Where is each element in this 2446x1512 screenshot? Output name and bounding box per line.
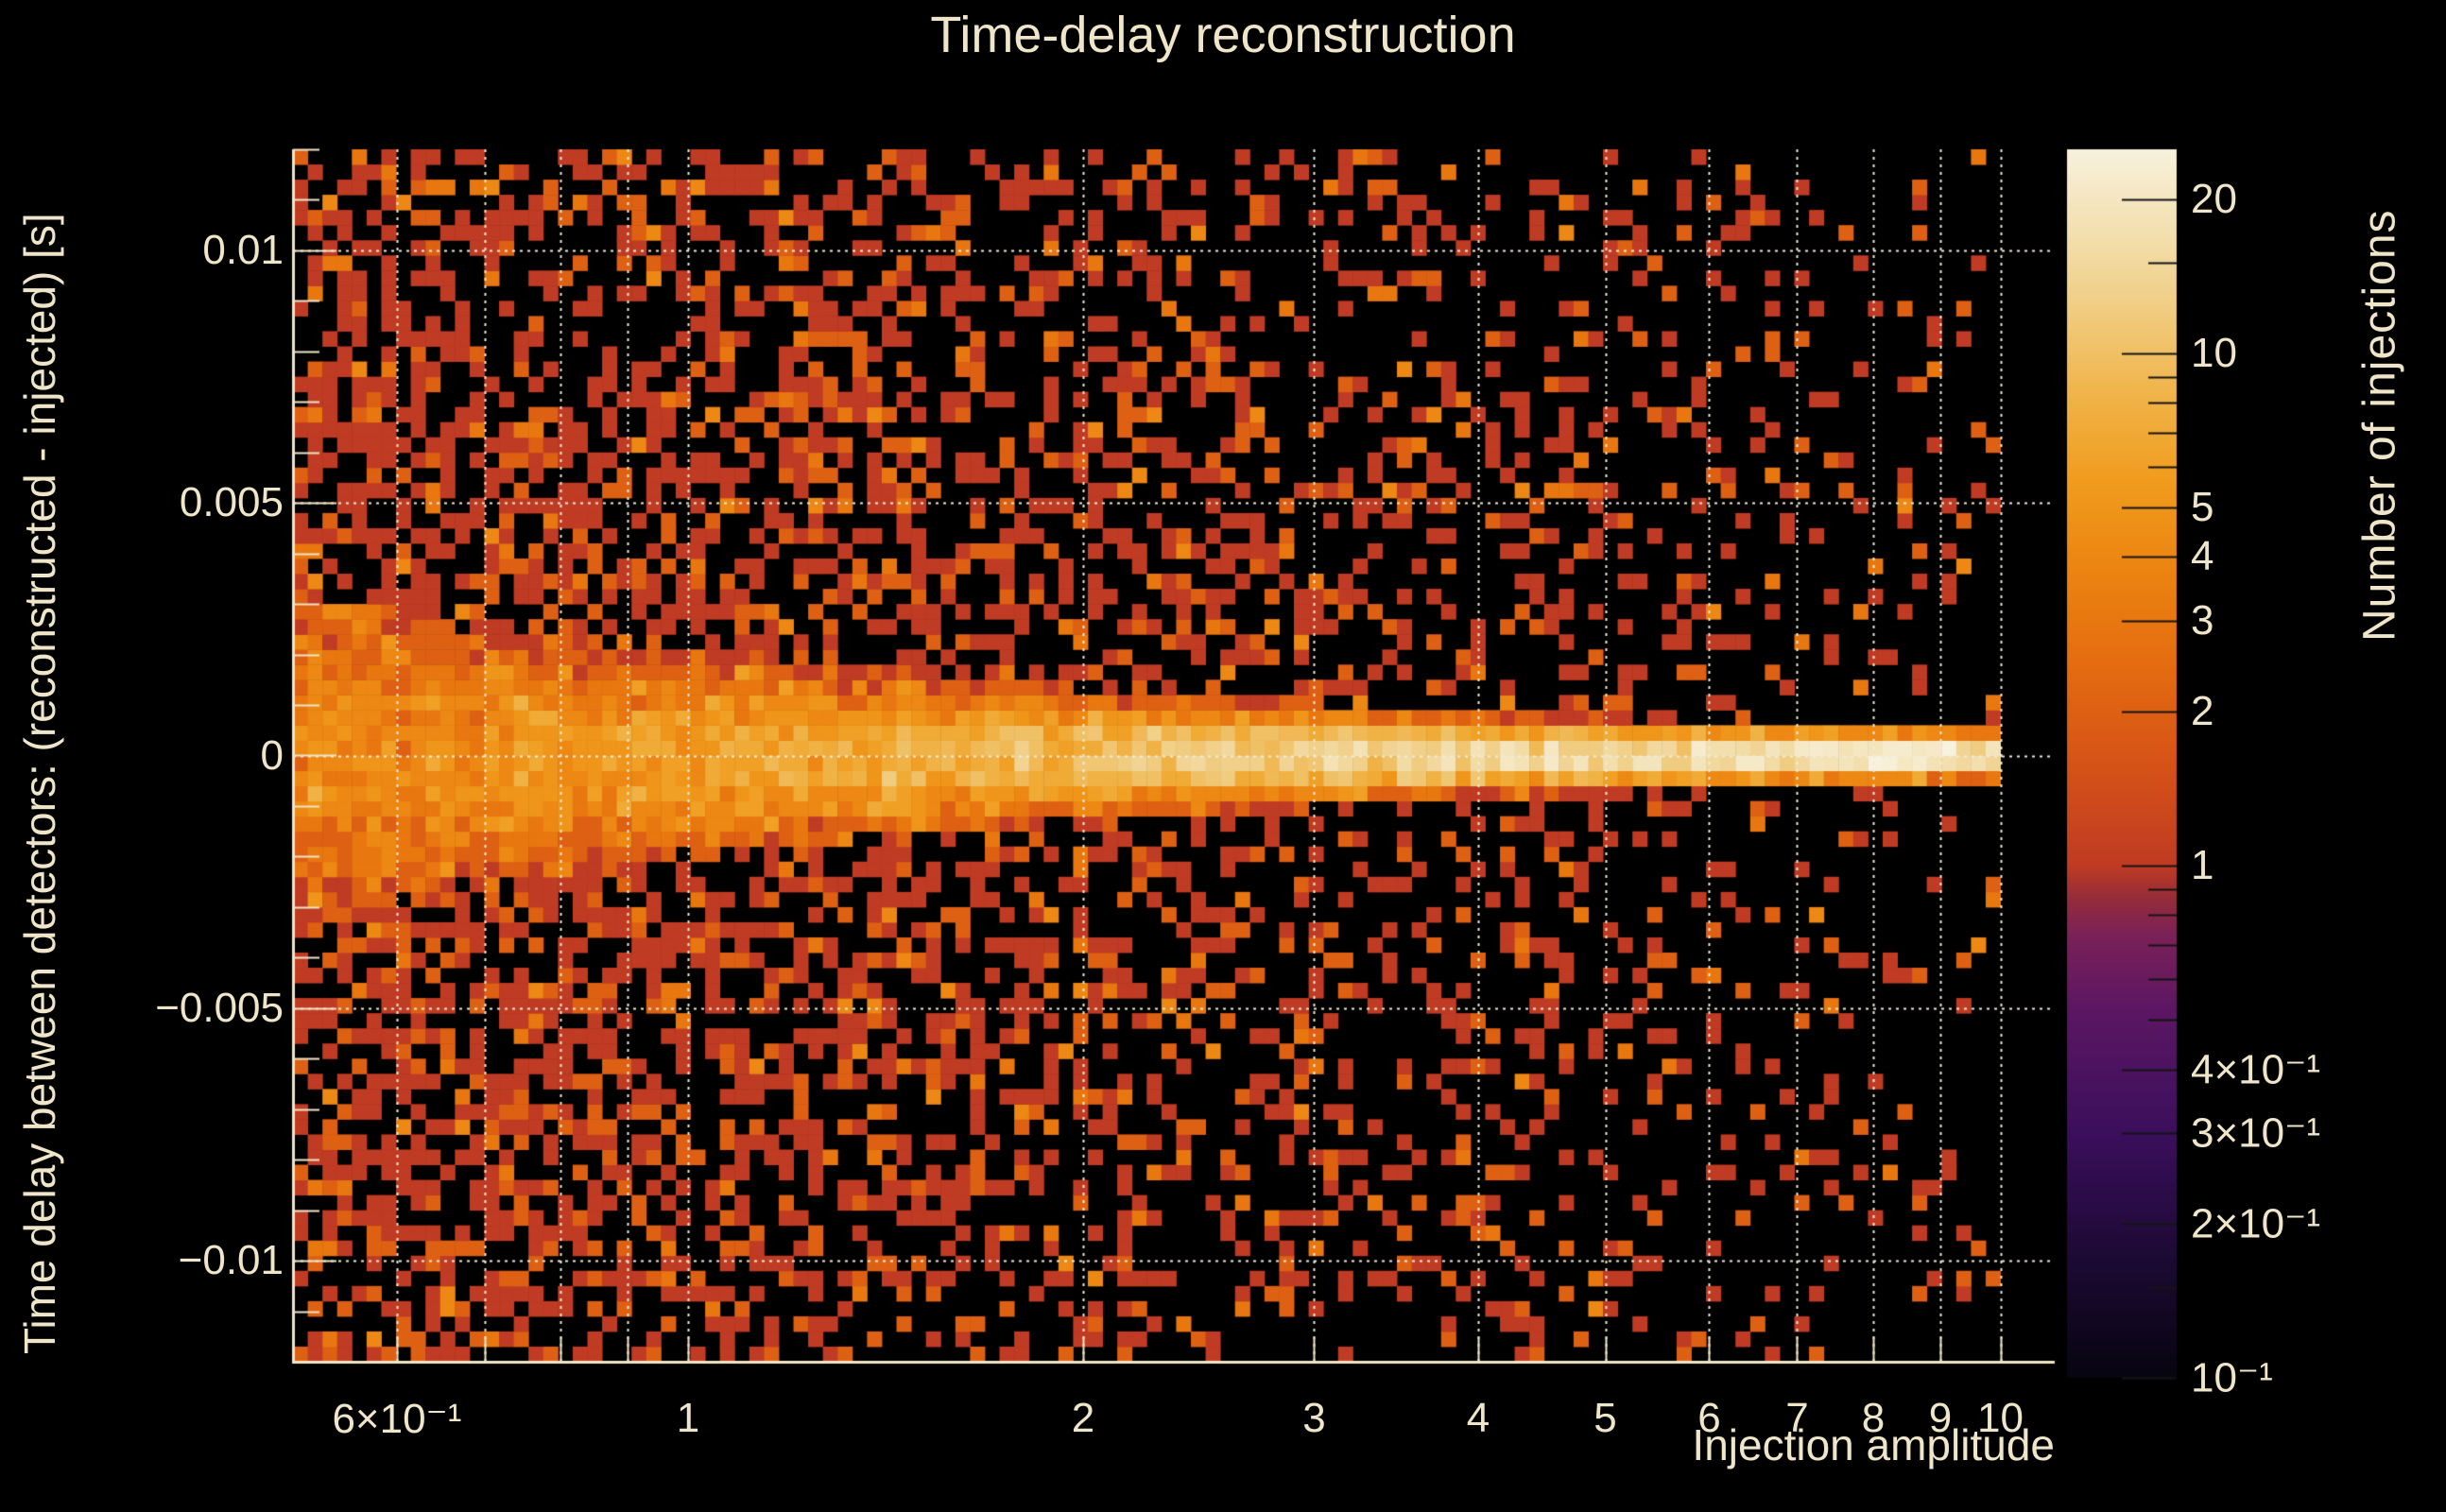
y-tick-label: 0.01	[202, 226, 284, 273]
chart-title: Time-delay reconstruction	[930, 7, 1516, 63]
colorbar-tick-label: 2	[2191, 687, 2214, 734]
colorbar-tick-label: 5	[2191, 483, 2214, 530]
colorbar-tick-label: 3×10⁻¹	[2191, 1109, 2320, 1157]
y-tick-label: 0	[260, 731, 284, 779]
x-tick-label: 6	[1697, 1395, 1721, 1441]
colorbar-tick-label: 3	[2191, 597, 2214, 644]
x-tick-label: 6×10⁻¹	[332, 1396, 462, 1442]
x-tick-label: 1	[676, 1395, 700, 1441]
colorbar-tick-label: 4	[2191, 533, 2214, 580]
y-axis-tick-labels: 0.01 0.005 0 −0.005 −0.01	[57, 0, 284, 1512]
x-tick-label: 7	[1785, 1395, 1809, 1441]
x-tick-label: 5	[1593, 1395, 1617, 1441]
colorbar-tick-labels: 20 10 5 4 3 2 1 4×10⁻¹ 3×10⁻¹ 2×10⁻¹ 10⁻¹	[2191, 0, 2437, 1512]
x-axis-title: Injection amplitude	[1692, 1420, 2055, 1469]
colorbar-tick-label: 10	[2191, 329, 2237, 376]
x-tick-label: 3	[1302, 1395, 1326, 1441]
colorbar-tick-label: 10⁻¹	[2191, 1354, 2273, 1401]
y-tick-label: −0.01	[178, 1237, 284, 1284]
x-tick-label: 10	[1977, 1395, 2024, 1441]
colorbar-tick-label: 4×10⁻¹	[2191, 1046, 2320, 1093]
x-axis-tick-labels: 6×10⁻¹ 1 2 3 4 5 6 7 8 9 10	[0, 1387, 2446, 1444]
x-tick-label: 2	[1071, 1395, 1095, 1441]
x-tick-label: 8	[1861, 1395, 1886, 1441]
x-tick-label: 9	[1928, 1395, 1953, 1441]
colorbar-tick-label: 20	[2191, 175, 2237, 222]
y-tick-label: 0.005	[179, 479, 284, 526]
colorbar-tick-label: 2×10⁻¹	[2191, 1200, 2320, 1247]
colorbar-tick-label: 1	[2191, 841, 2214, 888]
x-tick-label: 4	[1466, 1395, 1490, 1441]
y-tick-label: −0.005	[155, 984, 284, 1031]
